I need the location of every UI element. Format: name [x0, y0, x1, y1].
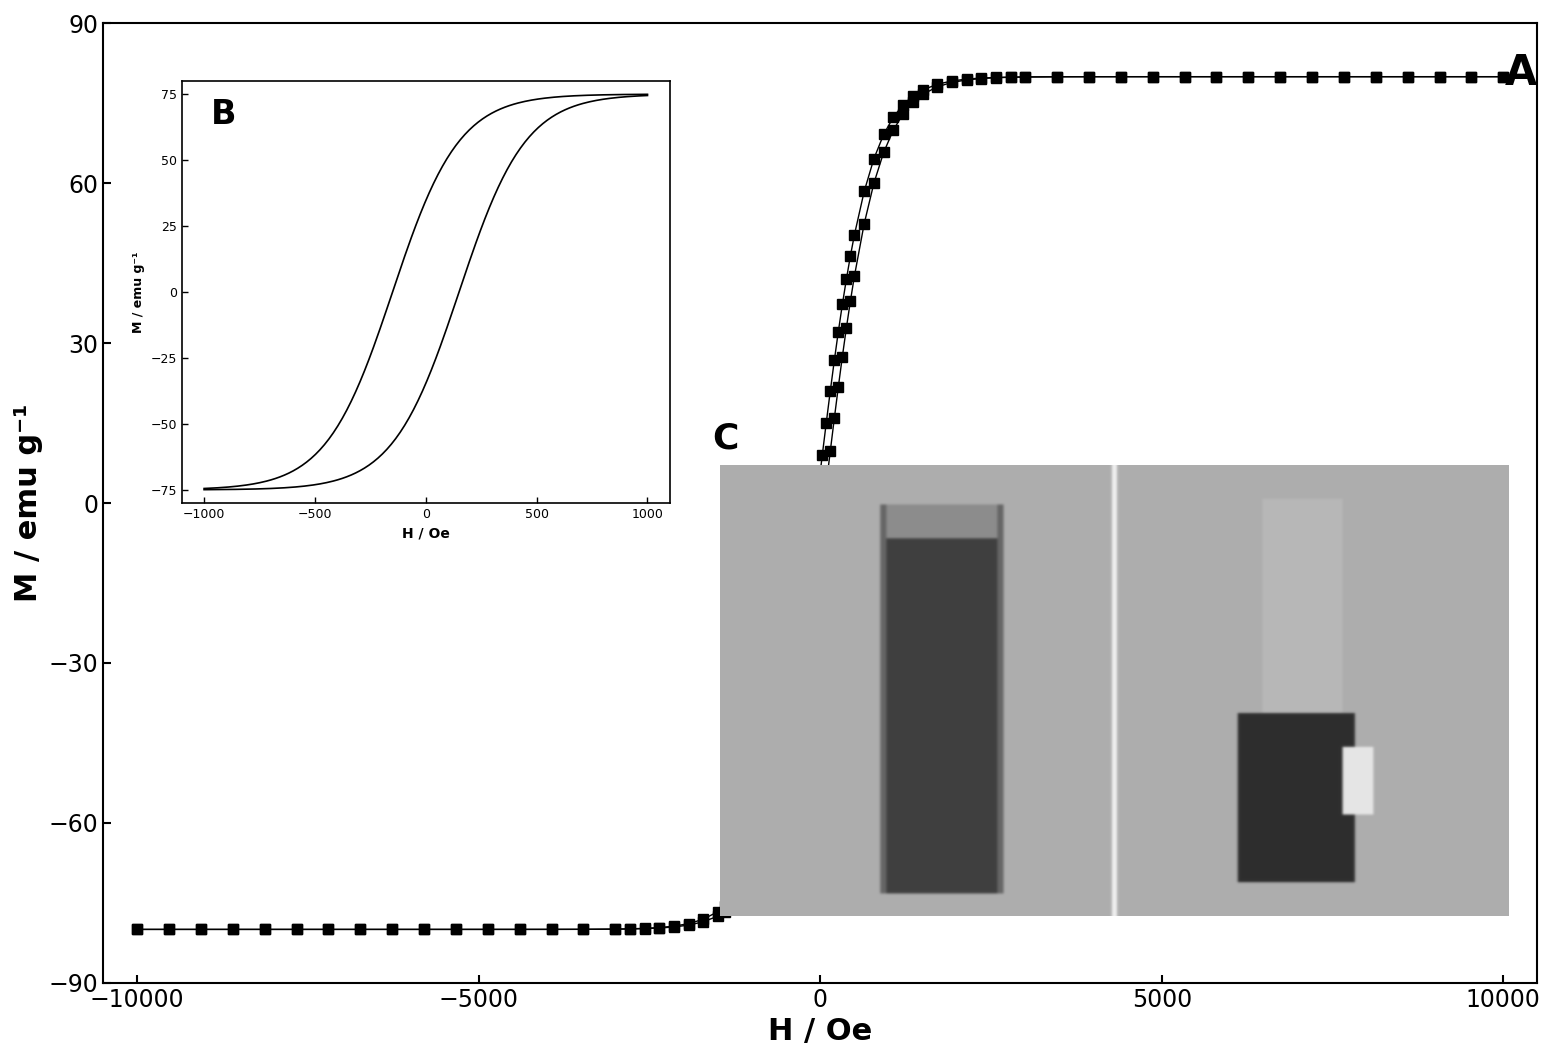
Y-axis label: M / emu g⁻¹: M / emu g⁻¹ — [14, 404, 42, 602]
X-axis label: H / Oe: H / Oe — [768, 1018, 872, 1046]
Text: C: C — [713, 421, 739, 455]
Text: A: A — [1505, 52, 1538, 94]
